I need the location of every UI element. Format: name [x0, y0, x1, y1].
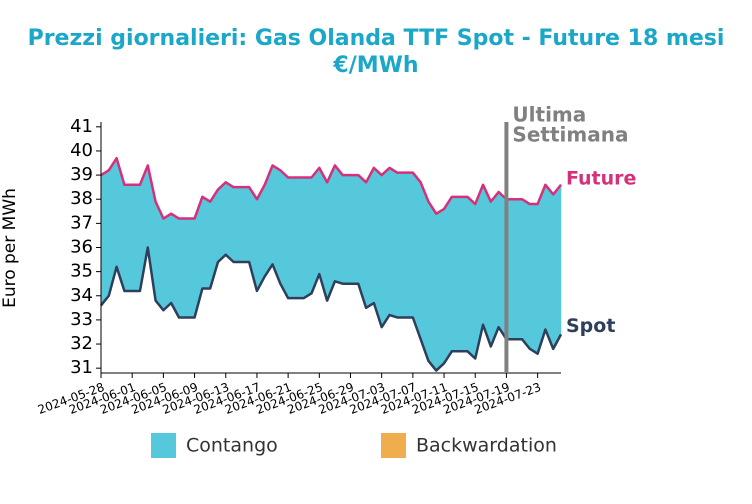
y-tick-label: 33 — [70, 309, 93, 330]
y-tick-label: 35 — [70, 261, 93, 282]
spread-fill — [178, 218, 188, 318]
annotation-text: Settimana — [512, 123, 628, 147]
y-tick-label: 34 — [70, 285, 93, 306]
spread-fill — [404, 172, 414, 318]
spread-fill — [365, 167, 375, 309]
series-label: Future — [566, 167, 636, 189]
legend-swatch — [381, 433, 406, 458]
spread-fill — [295, 177, 305, 299]
series-label: Spot — [566, 315, 615, 337]
spread-fill — [420, 182, 429, 362]
y-tick-label: 32 — [70, 333, 93, 354]
series-line — [100, 156, 562, 220]
chart-title: €/MWh — [332, 53, 418, 78]
spread-fill — [490, 191, 499, 347]
y-tick-label: 37 — [70, 212, 93, 233]
spread-fill — [124, 184, 133, 292]
spread-fill — [428, 200, 437, 372]
spread-fill — [451, 196, 460, 352]
y-tick-label: 38 — [70, 188, 93, 209]
spread-fill — [280, 169, 289, 299]
annotation-text: Ultima — [512, 103, 586, 127]
spread-fill — [389, 167, 398, 318]
spread-fill — [545, 183, 554, 349]
spread-fill — [131, 184, 141, 292]
legend-label: Backwardation — [416, 435, 557, 457]
spread-fill — [186, 218, 195, 318]
legend-label: Contango — [186, 435, 278, 457]
spread-fill — [521, 198, 531, 350]
spread-fill — [513, 198, 523, 340]
spread-fill — [443, 195, 453, 365]
y-tick-label: 31 — [70, 357, 93, 378]
spread-fill — [552, 183, 562, 350]
spread-fill — [163, 213, 172, 311]
y-tick-label: 41 — [70, 116, 93, 137]
spread-fill — [537, 184, 546, 354]
spread-fill — [241, 186, 250, 263]
y-axis-label: Euro per MWh — [0, 188, 20, 308]
spread-fill — [225, 181, 234, 263]
spread-fill — [529, 203, 538, 355]
chart-title: Prezzi giornalieri: Gas Olanda TTF Spot … — [28, 26, 725, 51]
spread-fill — [303, 177, 312, 299]
spread-fill — [482, 184, 492, 347]
y-tick-label: 39 — [70, 164, 93, 185]
spread-fill — [435, 208, 445, 372]
spread-fill — [170, 213, 180, 318]
y-tick-label: 36 — [70, 237, 93, 258]
series-line — [100, 246, 563, 372]
spread-fill — [396, 172, 406, 318]
spread-fill — [467, 196, 476, 360]
spread-fill — [100, 169, 110, 307]
spread-fill — [334, 164, 343, 285]
spread-fill — [217, 181, 227, 263]
spread-fill — [342, 174, 351, 285]
spread-fill — [326, 165, 336, 301]
y-tick-label: 40 — [70, 140, 93, 161]
spread-fill — [202, 196, 211, 289]
spread-fill — [459, 196, 468, 352]
spread-fill — [350, 174, 359, 285]
spread-fill — [287, 177, 297, 299]
spread-fill — [256, 184, 266, 292]
spread-fill — [412, 171, 421, 340]
legend-swatch — [151, 433, 176, 458]
spread-fill — [381, 167, 390, 329]
spread-fill — [233, 186, 242, 263]
